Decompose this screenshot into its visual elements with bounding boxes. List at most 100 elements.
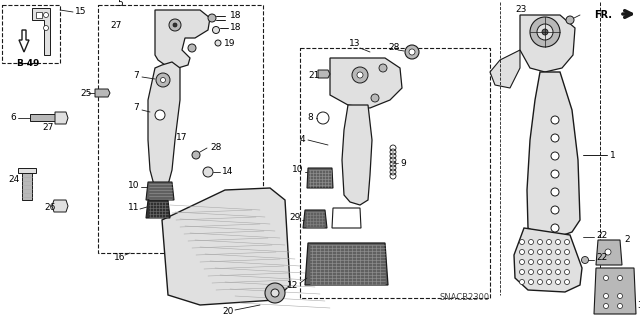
Circle shape [582,256,589,263]
Text: 10: 10 [128,182,140,190]
Circle shape [547,259,552,264]
Polygon shape [307,168,333,188]
Polygon shape [490,50,520,88]
Text: 19: 19 [224,40,236,48]
Circle shape [556,259,561,264]
Circle shape [161,78,166,83]
Text: 7: 7 [133,70,139,79]
Circle shape [538,249,543,255]
Circle shape [537,24,553,40]
Circle shape [564,270,570,275]
Circle shape [547,249,552,255]
Text: 13: 13 [349,40,361,48]
Text: 20: 20 [222,308,234,316]
Text: 22: 22 [596,254,607,263]
Circle shape [169,19,181,31]
Polygon shape [55,112,68,124]
Circle shape [208,14,216,22]
Circle shape [551,188,559,196]
Circle shape [551,206,559,214]
Text: 3: 3 [637,300,640,309]
Circle shape [604,303,609,308]
Polygon shape [162,188,290,305]
Bar [98,5,263,253]
Text: 8: 8 [307,114,313,122]
Circle shape [203,167,213,177]
Circle shape [530,17,560,47]
Text: 18: 18 [230,24,241,33]
Circle shape [547,279,552,285]
Circle shape [520,259,525,264]
Circle shape [556,249,561,255]
Text: 2: 2 [624,235,630,244]
Circle shape [618,303,623,308]
Text: 5: 5 [117,0,123,8]
Text: 27: 27 [110,20,122,29]
Circle shape [520,249,525,255]
Circle shape [564,249,570,255]
Polygon shape [146,200,170,218]
Text: 22: 22 [596,231,607,240]
Circle shape [529,259,534,264]
Circle shape [357,72,363,78]
Text: 14: 14 [222,167,234,176]
Circle shape [520,279,525,285]
Polygon shape [342,105,372,205]
Text: 28: 28 [388,43,400,53]
Circle shape [551,170,559,178]
Polygon shape [305,243,388,285]
Polygon shape [19,30,29,52]
Circle shape [542,29,548,35]
Text: 26: 26 [44,204,56,212]
Circle shape [379,64,387,72]
Circle shape [212,26,220,33]
Circle shape [564,279,570,285]
Circle shape [566,16,574,24]
Circle shape [265,283,285,303]
Text: 17: 17 [176,133,188,143]
Circle shape [352,67,368,83]
Circle shape [529,270,534,275]
Circle shape [605,249,611,255]
Circle shape [551,134,559,142]
Polygon shape [52,200,68,212]
Circle shape [538,270,543,275]
Circle shape [556,240,561,244]
Text: 23: 23 [515,5,526,14]
Polygon shape [95,89,110,97]
Circle shape [520,240,525,244]
Circle shape [271,289,279,297]
Circle shape [192,151,200,159]
Polygon shape [594,268,636,314]
Polygon shape [22,170,32,200]
Text: FR.: FR. [594,10,612,20]
Circle shape [604,276,609,280]
Text: 10: 10 [292,166,304,174]
Text: 12: 12 [287,280,299,290]
Text: 6: 6 [10,114,16,122]
Circle shape [547,240,552,244]
Polygon shape [30,114,55,121]
Text: 25: 25 [80,88,92,98]
Bar [2,5,60,63]
Circle shape [547,270,552,275]
Polygon shape [303,210,327,228]
Circle shape [156,73,170,87]
Circle shape [529,279,534,285]
Circle shape [529,240,534,244]
Text: 27: 27 [42,122,54,131]
Circle shape [564,259,570,264]
Circle shape [529,249,534,255]
Text: 28: 28 [210,143,221,152]
Text: SNACB2300: SNACB2300 [440,293,490,301]
Circle shape [551,224,559,232]
Circle shape [155,110,165,120]
Polygon shape [596,240,622,265]
Circle shape [556,270,561,275]
Polygon shape [146,182,174,200]
Polygon shape [32,8,50,55]
Polygon shape [527,72,580,238]
Text: 24: 24 [8,175,19,184]
Polygon shape [155,10,210,68]
Circle shape [556,279,561,285]
